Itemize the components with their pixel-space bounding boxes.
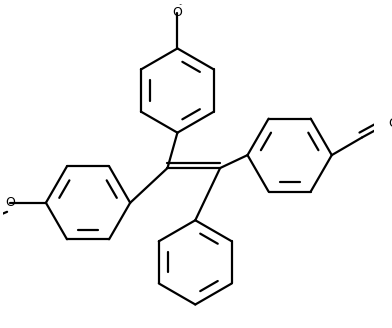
- Text: O: O: [388, 117, 392, 130]
- Text: O: O: [172, 6, 182, 19]
- Text: O: O: [5, 196, 15, 209]
